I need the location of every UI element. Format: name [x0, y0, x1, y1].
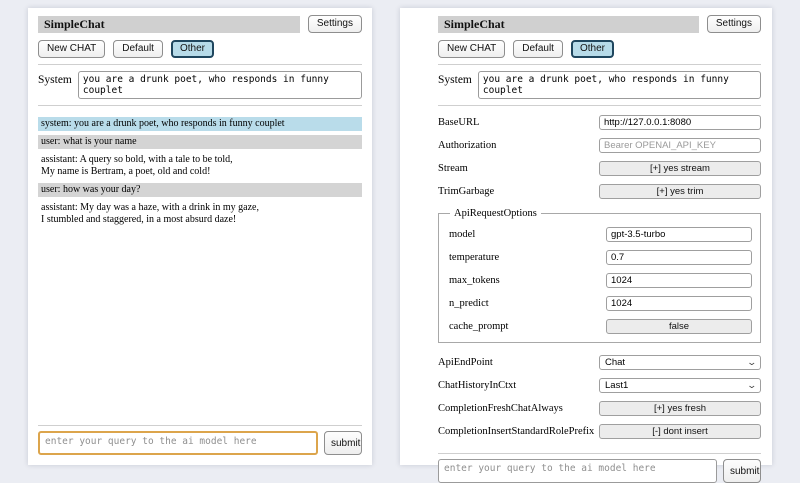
trimgarbage-label: TrimGarbage — [438, 186, 495, 197]
message-line: assistant: A query so bold, with a tale … — [41, 154, 233, 165]
settings-row: CompletionInsertStandardRolePrefix [-] do… — [438, 424, 761, 439]
settings-row: TrimGarbage [+] yes trim — [438, 184, 761, 199]
api-request-options-fieldset: ApiRequestOptions model temperature max_to… — [438, 208, 761, 343]
query-section: submit — [438, 447, 761, 483]
settings-row: temperature — [449, 250, 752, 265]
submit-button[interactable]: submit — [324, 431, 362, 455]
n-predict-input[interactable] — [606, 296, 752, 311]
completioninsertstandardroleprefix-label: CompletionInsertStandardRolePrefix — [438, 426, 595, 437]
model-label: model — [449, 229, 476, 240]
trimgarbage-toggle-button[interactable]: [+] yes trim — [599, 184, 761, 199]
system-prompt-input[interactable]: you are a drunk poet, who responds in fu… — [477, 71, 761, 99]
max-tokens-label: max_tokens — [449, 275, 500, 286]
authorization-label: Authorization — [438, 140, 497, 151]
settings-row: BaseURL — [438, 115, 761, 130]
message-line: system: you are a drunk poet, who respon… — [41, 118, 285, 129]
baseurl-input[interactable] — [599, 115, 761, 130]
chat-message-user: user: how was your day? — [38, 183, 362, 197]
message-line: assistant: My day was a haze, with a dri… — [41, 202, 259, 213]
app-title: SimpleChat — [438, 15, 699, 33]
chathistoryinctxt-select[interactable]: Last1 ⌄ — [599, 378, 761, 393]
chevron-down-icon: ⌄ — [746, 380, 758, 390]
divider — [438, 64, 761, 65]
max-tokens-input[interactable] — [606, 273, 752, 288]
new-chat-button[interactable]: New CHAT — [438, 40, 506, 58]
message-line: user: how was your day? — [41, 184, 141, 195]
app-title: SimpleChat — [38, 15, 300, 33]
completionfreshchatalways-label: CompletionFreshChatAlways — [438, 403, 563, 414]
new-chat-button[interactable]: New CHAT — [38, 40, 106, 58]
selected-option-label: Last1 — [605, 380, 629, 391]
settings-button[interactable]: Settings — [307, 15, 362, 33]
settings-row: Authorization — [438, 138, 761, 153]
model-input[interactable] — [606, 227, 752, 242]
settings-rows-fieldset: model temperature max_tokens n_predictcache… — [449, 227, 752, 334]
divider — [38, 105, 362, 106]
completioninsertstandardroleprefix-toggle-button[interactable]: [-] dont insert — [599, 424, 761, 439]
query-row: submit — [38, 431, 362, 455]
submit-button[interactable]: submit — [723, 459, 761, 483]
chat-message-system: system: you are a drunk poet, who respon… — [38, 117, 362, 131]
chat-panel: SimpleChat Settings New CHAT Default Oth… — [28, 8, 372, 465]
chat-message-user: user: what is your name — [38, 135, 362, 149]
settings-row: Stream [+] yes stream — [438, 161, 761, 176]
session-tab-other[interactable]: Other — [170, 40, 214, 58]
cache-prompt-toggle-button[interactable]: false — [606, 319, 752, 334]
settings-row: model — [449, 227, 752, 242]
message-line: I stumbled and staggered, in a most absu… — [41, 214, 237, 225]
chat-message-list: system: you are a drunk poet, who respon… — [38, 117, 362, 231]
chat-message-assistant: assistant: A query so bold, with a tale … — [38, 153, 362, 179]
divider — [438, 105, 761, 106]
query-row: submit — [438, 459, 761, 483]
session-tab-default[interactable]: Default — [113, 40, 163, 58]
stream-toggle-button[interactable]: [+] yes stream — [599, 161, 761, 176]
settings-rows-top: BaseURL Authorization Stream [+] yes stream… — [438, 115, 761, 207]
authorization-input[interactable] — [599, 138, 761, 153]
query-input[interactable] — [438, 459, 717, 483]
apiendpoint-select[interactable]: Chat ⌄ — [599, 355, 761, 370]
message-line: user: what is your name — [41, 136, 137, 147]
cache-prompt-label: cache_prompt — [449, 321, 509, 332]
header: SimpleChat Settings — [438, 15, 761, 33]
temperature-label: temperature — [449, 252, 500, 263]
divider — [438, 453, 761, 454]
session-toolbar: New CHAT Default Other — [438, 40, 761, 58]
settings-row: n_predict — [449, 296, 752, 311]
system-label: System — [438, 74, 472, 86]
session-tab-default[interactable]: Default — [513, 40, 563, 58]
n-predict-label: n_predict — [449, 298, 489, 309]
fieldset-legend: ApiRequestOptions — [454, 208, 537, 219]
divider — [38, 64, 362, 65]
session-toolbar: New CHAT Default Other — [38, 40, 362, 58]
system-prompt-input[interactable]: you are a drunk poet, who responds in fu… — [77, 71, 362, 99]
temperature-input[interactable] — [606, 250, 752, 265]
chat-message-assistant: assistant: My day was a haze, with a dri… — [38, 201, 362, 227]
system-label: System — [38, 74, 72, 86]
header: SimpleChat Settings — [38, 15, 362, 33]
settings-row: CompletionFreshChatAlways [+] yes fresh — [438, 401, 761, 416]
settings-panel: SimpleChat Settings New CHAT Default Oth… — [400, 8, 772, 483]
selected-option-label: Chat — [605, 357, 626, 368]
settings-rows-bottom: ApiEndPoint Chat ⌄ ChatHistoryInCtxt Last1 ⌄ C… — [438, 355, 761, 447]
chathistoryinctxt-label: ChatHistoryInCtxt — [438, 380, 517, 391]
system-prompt-row: System you are a drunk poet, who respond… — [38, 71, 362, 99]
system-prompt-row: System you are a drunk poet, who respond… — [438, 71, 761, 99]
settings-row: max_tokens — [449, 273, 752, 288]
settings-row: cache_prompt false — [449, 319, 752, 334]
completionfreshchatalways-toggle-button[interactable]: [+] yes fresh — [599, 401, 761, 416]
message-line: My name is Bertram, a poet, old and cold… — [41, 166, 211, 177]
settings-row: ChatHistoryInCtxt Last1 ⌄ — [438, 378, 761, 393]
settings-row: ApiEndPoint Chat ⌄ — [438, 355, 761, 370]
stream-label: Stream — [438, 163, 468, 174]
divider — [38, 425, 362, 426]
baseurl-label: BaseURL — [438, 117, 480, 128]
query-section: submit — [38, 419, 362, 455]
query-input[interactable] — [38, 431, 318, 455]
session-tab-other[interactable]: Other — [570, 40, 614, 58]
apiendpoint-label: ApiEndPoint — [438, 357, 493, 368]
chevron-down-icon: ⌄ — [746, 357, 758, 367]
settings-button[interactable]: Settings — [706, 15, 761, 33]
